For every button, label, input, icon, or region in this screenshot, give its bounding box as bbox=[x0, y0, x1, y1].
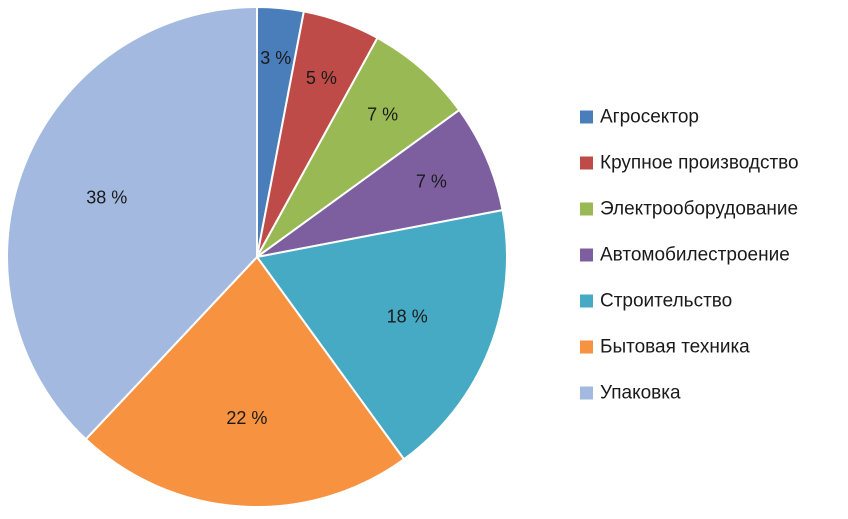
legend-item: Упаковка bbox=[580, 383, 681, 404]
legend-swatch bbox=[580, 156, 593, 170]
slice-value-label: 7 % bbox=[416, 172, 447, 192]
legend-swatch bbox=[580, 110, 593, 124]
legend-item: Электрооборудование bbox=[580, 199, 798, 220]
legend-label: Упаковка bbox=[600, 383, 681, 404]
legend-swatch bbox=[580, 386, 593, 400]
slice-value-label: 3 % bbox=[260, 48, 291, 68]
pie-slice-7 bbox=[6, 6, 258, 441]
chart-legend: Агросектор Крупное производство Электрообо… bbox=[580, 107, 799, 404]
pie-slice-5 bbox=[256, 209, 508, 461]
legend-label: Автомобилестроение bbox=[600, 245, 790, 266]
legend-item: Бытовая техника bbox=[580, 337, 750, 358]
legend-item: Строительство bbox=[580, 291, 732, 312]
legend-item: Крупное производство bbox=[580, 153, 799, 174]
legend-item: Агросектор bbox=[580, 107, 699, 128]
legend-item: Автомобилестроение bbox=[580, 245, 790, 266]
slice-value-label: 22 % bbox=[226, 408, 267, 428]
legend-swatch bbox=[580, 248, 593, 262]
slice-value-label: 5 % bbox=[306, 68, 337, 88]
pie-slice-3 bbox=[256, 36, 461, 258]
legend-label: Электрооборудование bbox=[600, 199, 798, 220]
legend-label: Агросектор bbox=[600, 107, 699, 128]
pie-slice-6 bbox=[84, 256, 405, 508]
legend-label: Крупное производство bbox=[600, 153, 799, 174]
slice-value-label: 38 % bbox=[86, 188, 127, 208]
pie-slices bbox=[6, 6, 508, 508]
pie-slice-4 bbox=[256, 109, 504, 258]
legend-swatch bbox=[580, 340, 593, 354]
legend-swatch bbox=[580, 202, 593, 216]
legend-swatch bbox=[580, 294, 593, 308]
pie-slice-labels: 3 % 5 % 7 % 7 % 18 % 22 % 38 % bbox=[86, 48, 447, 428]
legend-label: Строительство bbox=[600, 291, 732, 312]
legend-label: Бытовая техника bbox=[600, 337, 750, 358]
slice-value-label: 18 % bbox=[387, 307, 428, 327]
slice-value-label: 7 % bbox=[367, 105, 398, 125]
